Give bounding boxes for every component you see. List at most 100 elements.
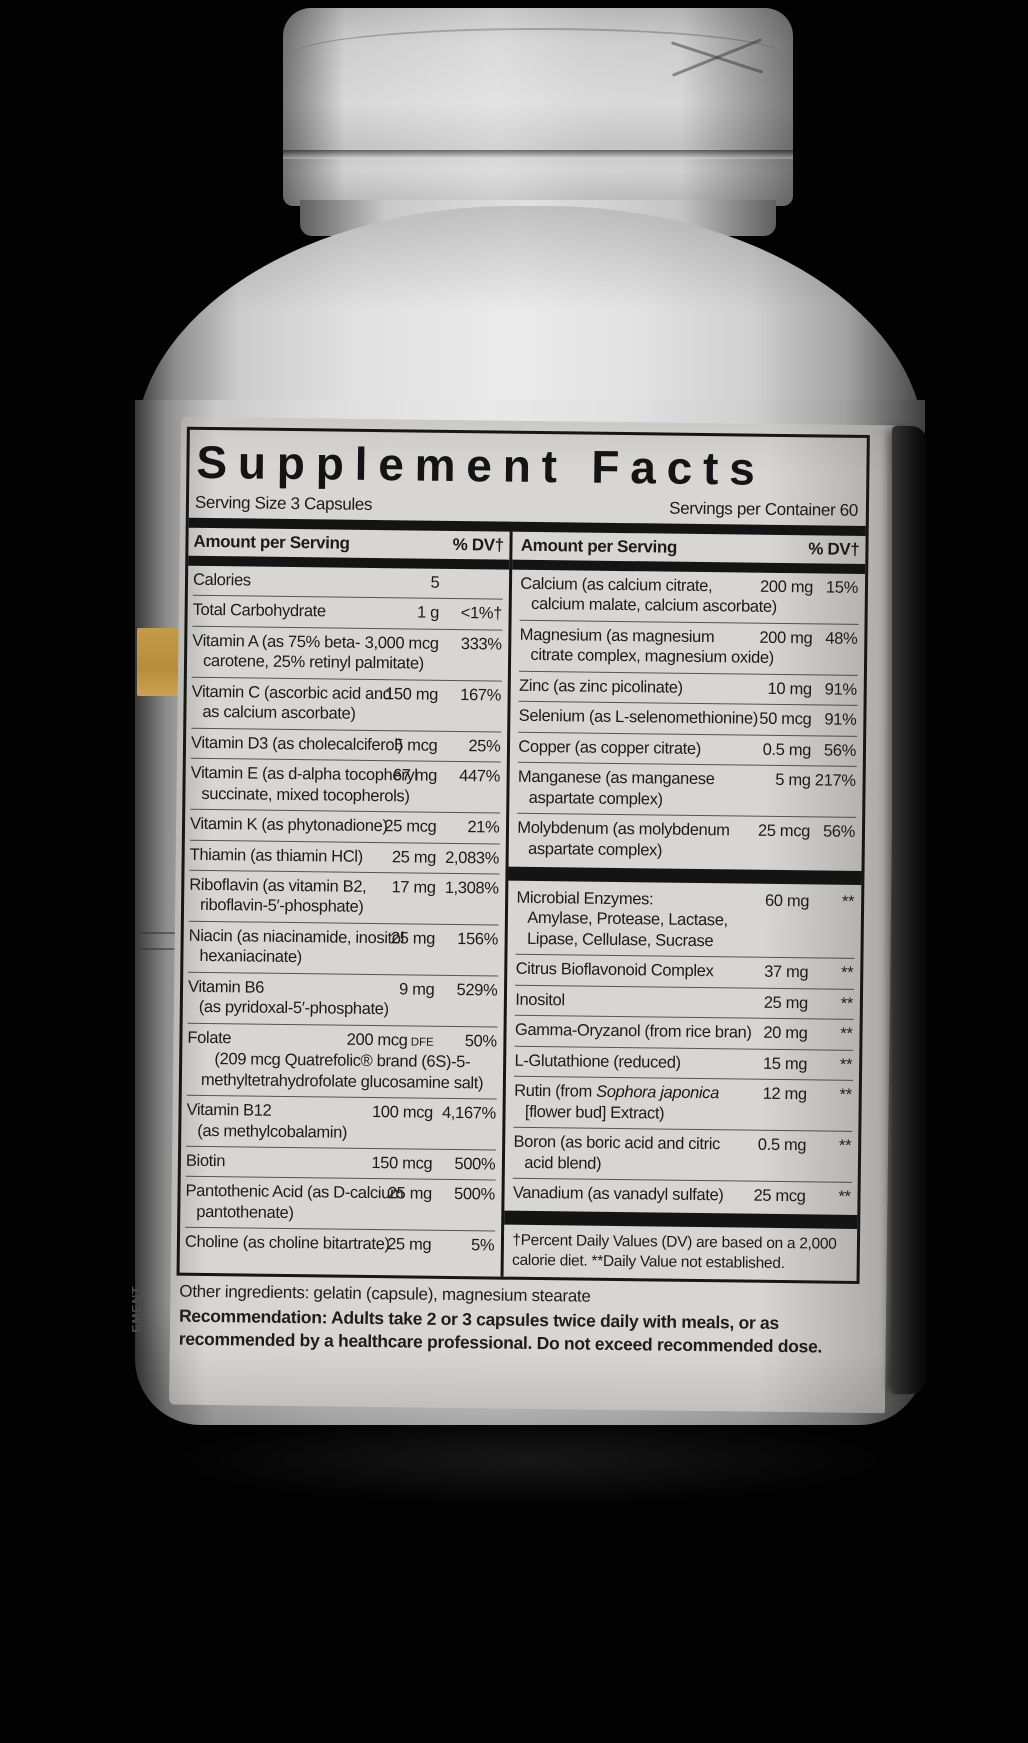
- supplement-label: Supplement Facts Serving Size 3 Capsules…: [168, 416, 897, 1414]
- fact-dv: 217%: [814, 771, 856, 791]
- facts-rows-left: Calories 5 Total Carbohydrate 1 g <1%† Vitami…: [184, 566, 504, 1262]
- fact-amount: 37 mg: [764, 963, 809, 982]
- supplement-facts-panel: Supplement Facts Serving Size 3 Capsules…: [176, 426, 870, 1285]
- fact-row: Total Carbohydrate 1 g <1%†: [192, 595, 504, 630]
- serving-size: Serving Size 3 Capsules: [194, 492, 373, 514]
- fact-dv: **: [839, 1055, 853, 1074]
- fact-dv: 500%: [454, 1154, 496, 1174]
- fact-row: Calcium (as calcium citrate, calcium mala…: [520, 570, 859, 624]
- fact-dv: **: [841, 892, 855, 911]
- header-dv: % DV†: [808, 539, 860, 559]
- dv-footnote: †Percent Daily Values (DV) are based on …: [511, 1232, 837, 1273]
- fact-name: Calories: [192, 570, 251, 590]
- fact-row: Vitamin E (as d-alpha tocopheryl succinat…: [190, 757, 502, 813]
- fact-row: Pantothenic Acid (as D-calcium pantothena…: [185, 1176, 497, 1231]
- label-back-edge: [892, 426, 927, 1394]
- fact-amount: 10 mg: [767, 679, 812, 699]
- cap-spout-notch: [669, 32, 765, 84]
- fact-row: Calories 5: [193, 566, 504, 599]
- section-divider-bar: [508, 866, 862, 885]
- fact-amount: 25 mg: [387, 1184, 432, 1204]
- fact-amount: 25 mg: [387, 1235, 432, 1255]
- label-footer: Other ingredients: gelatin (capsule), ma…: [179, 1282, 855, 1359]
- fact-row: Zinc (as zinc picolinate) 10 mg 91%: [518, 670, 858, 706]
- fact-name: Vitamin D3 (as cholecalciferol): [190, 733, 403, 755]
- fact-amount: 60 mg: [764, 891, 810, 911]
- header-amount: Amount per Serving: [193, 531, 350, 553]
- fact-row: Vitamin B6 (as pyridoxal-5′-phosphate) 9 m…: [187, 971, 499, 1027]
- fact-amount: 12 mg: [762, 1084, 807, 1104]
- fact-row: Microbial Enzymes: Amylase, Protease, Lac…: [516, 884, 855, 958]
- fact-amount: 25 mg: [763, 993, 809, 1013]
- fact-row: Niacin (as niacinamide, inositol hexaniac…: [188, 920, 500, 976]
- fact-row: Inositol 25 mg **: [515, 984, 855, 1020]
- fact-dv: 1,308%: [444, 878, 499, 898]
- fact-amount: 1 g: [416, 603, 440, 623]
- fact-dv: 156%: [457, 929, 499, 949]
- fact-row: Choline (as choline bitartrate) 25 mg 5%: [184, 1227, 496, 1262]
- fact-name: Vitamin E (as d-alpha tocopheryl succinat…: [190, 763, 418, 806]
- fact-name: Vitamin A (as 75% beta-carotene, 25% ret…: [192, 631, 424, 673]
- fact-row: Folate 200 mcg DFE 50% (209 mcg Quatrefolic…: [186, 1022, 498, 1099]
- fact-amount: 25 mcg: [384, 817, 437, 836]
- fact-row: Vanadium (as vanadyl sulfate) 25 mcg **: [512, 1177, 852, 1213]
- fact-dv: **: [840, 964, 854, 983]
- fact-dv: 529%: [456, 980, 498, 1000]
- cap-groove: [283, 150, 793, 159]
- fact-dv: **: [839, 1085, 852, 1105]
- fact-amount: 150 mg: [384, 684, 439, 704]
- fact-dv: 50%: [464, 1031, 497, 1051]
- facts-rows-right: Calcium (as calcium citrate, calcium mala…: [504, 570, 862, 1230]
- fact-amount: 5 mg: [775, 771, 811, 790]
- fact-amount: 17 mg: [391, 878, 436, 897]
- fact-row: Vitamin A (as 75% beta-carotene, 25% ret…: [191, 625, 503, 681]
- fact-dv: **: [838, 1187, 851, 1206]
- other-ingredients-lead: Other ingredients:: [179, 1281, 310, 1303]
- fact-row: Copper (as copper citrate) 0.5 mg 56%: [518, 731, 858, 767]
- fact-name: Vitamin C (ascorbic acid and as calcium a…: [191, 682, 392, 724]
- servings-per-container: Servings per Container 60: [669, 498, 859, 520]
- fact-dv: 21%: [467, 818, 500, 837]
- fact-amount: 200 mcg DFE: [346, 1030, 434, 1050]
- fact-row: Thiamin (as thiamin HCl) 25 mg 2,083%: [189, 839, 501, 874]
- fact-row: Rutin (from Sophora japonica [flower bud]…: [513, 1075, 853, 1131]
- fact-dv: 2,083%: [445, 848, 500, 868]
- fact-dv: 56%: [823, 741, 857, 760]
- fact-amount: 25 mcg: [753, 1186, 806, 1206]
- fact-amount: 3,000 mcg: [364, 633, 439, 653]
- fact-amount: 100 mcg: [371, 1103, 433, 1122]
- fact-dv: 15%: [825, 578, 859, 597]
- facts-title: Supplement Facts: [196, 435, 766, 495]
- fact-amount: 5 mcg: [394, 735, 438, 755]
- fact-dv: 25%: [468, 736, 501, 756]
- fact-name: Choline (as choline bitartrate): [184, 1233, 390, 1254]
- facts-column-right: Amount per Serving % DV† Calcium (as cal…: [500, 531, 866, 1281]
- fact-dv: 333%: [460, 634, 502, 654]
- fact-row: Biotin 150 mcg 500%: [185, 1145, 497, 1180]
- header-amount: Amount per Serving: [520, 535, 678, 557]
- fact-dv: **: [840, 994, 853, 1013]
- fact-row: Selenium (as L-selenomethionine) 50 mcg 91…: [518, 701, 858, 736]
- fact-name: Vitamin K (as phytonadione): [189, 814, 388, 836]
- fact-amount: 0.5 mg: [757, 1135, 807, 1155]
- fact-row: Vitamin K (as phytonadione) 25 mcg 21%: [189, 808, 501, 844]
- fact-dv: 167%: [460, 685, 502, 705]
- label-edge-marks: [141, 932, 183, 964]
- fact-row: Vitamin D3 (as cholecalciferol) 5 mcg 25%: [190, 727, 502, 762]
- column-header: Amount per Serving % DV†: [193, 528, 504, 560]
- header-dv: % DV†: [452, 534, 504, 555]
- fact-amount: 9 mg: [398, 980, 435, 999]
- front-label-edge: [137, 628, 179, 696]
- bottle-cap: [283, 8, 793, 206]
- fact-dv: 4,167%: [441, 1103, 496, 1123]
- recommendation-lead: Recommendation:: [178, 1305, 328, 1328]
- fact-row: Vitamin C (ascorbic acid and as calcium a…: [191, 676, 503, 732]
- facts-column-left: Amount per Serving % DV† Calories 5 Total …: [184, 528, 510, 1277]
- fact-row: Riboflavin (as vitamin B2, riboflavin-5′-…: [188, 869, 500, 925]
- fact-dv: 447%: [459, 767, 501, 786]
- fact-name: Pantothenic Acid (as D-calcium pantothena…: [185, 1182, 404, 1222]
- fact-row: Molybdenum (as molybdenum aspartate compl…: [516, 812, 857, 868]
- fact-amount: 15 mg: [762, 1054, 808, 1074]
- fact-amount: 25 mcg: [757, 821, 811, 841]
- fact-amount: 5: [430, 573, 440, 592]
